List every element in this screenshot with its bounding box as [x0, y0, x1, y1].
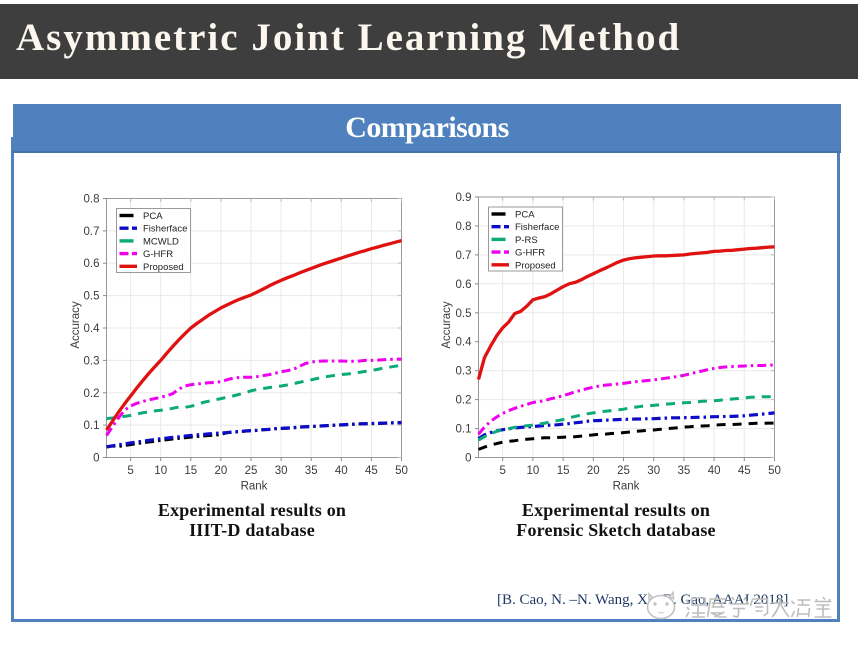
svg-text:PCA: PCA	[143, 211, 163, 222]
svg-text:0.1: 0.1	[456, 424, 472, 436]
svg-text:50: 50	[395, 465, 408, 477]
svg-text:G-HFR: G-HFR	[143, 249, 173, 260]
svg-text:15: 15	[184, 465, 197, 477]
svg-text:0.8: 0.8	[456, 221, 472, 233]
svg-text:0.6: 0.6	[456, 279, 472, 291]
svg-text:10: 10	[154, 465, 167, 477]
svg-text:50: 50	[768, 465, 781, 477]
svg-text:MCWLD: MCWLD	[143, 236, 179, 247]
svg-text:5: 5	[499, 465, 505, 477]
svg-text:40: 40	[335, 465, 348, 477]
svg-text:35: 35	[305, 465, 318, 477]
svg-text:0.9: 0.9	[456, 192, 472, 204]
svg-text:0.2: 0.2	[456, 395, 472, 407]
svg-text:PCA: PCA	[515, 210, 535, 221]
svg-text:0.8: 0.8	[84, 194, 100, 206]
svg-text:Proposed: Proposed	[515, 260, 556, 271]
svg-text:0.5: 0.5	[456, 308, 472, 320]
svg-text:Proposed: Proposed	[143, 262, 184, 273]
svg-text:0: 0	[465, 453, 471, 465]
svg-text:0.4: 0.4	[456, 337, 473, 349]
svg-text:G-HFR: G-HFR	[515, 248, 545, 259]
svg-text:45: 45	[738, 465, 751, 477]
svg-text:35: 35	[678, 465, 691, 477]
svg-text:40: 40	[708, 465, 721, 477]
svg-text:Rank: Rank	[613, 481, 640, 493]
svg-text:0: 0	[93, 453, 99, 465]
svg-text:Fisherface: Fisherface	[143, 224, 187, 235]
svg-text:30: 30	[275, 465, 288, 477]
svg-text:45: 45	[365, 465, 378, 477]
svg-text:Accuracy: Accuracy	[70, 301, 82, 349]
svg-text:30: 30	[647, 465, 660, 477]
svg-text:0.3: 0.3	[456, 366, 472, 378]
svg-text:0.3: 0.3	[84, 355, 100, 367]
svg-text:25: 25	[245, 465, 258, 477]
svg-text:25: 25	[617, 465, 630, 477]
svg-text:5: 5	[127, 465, 133, 477]
svg-text:0.4: 0.4	[84, 323, 101, 335]
svg-text:0.5: 0.5	[84, 291, 100, 303]
svg-text:20: 20	[215, 465, 228, 477]
svg-text:Accuracy: Accuracy	[441, 301, 453, 349]
svg-text:Rank: Rank	[241, 481, 268, 493]
svg-text:Fisherface: Fisherface	[515, 222, 559, 233]
svg-text:0.7: 0.7	[84, 226, 100, 238]
svg-text:10: 10	[527, 465, 540, 477]
svg-text:0.6: 0.6	[84, 258, 100, 270]
svg-text:P-RS: P-RS	[515, 235, 538, 246]
svg-text:0.7: 0.7	[456, 250, 472, 262]
svg-text:0.2: 0.2	[84, 388, 100, 400]
svg-text:20: 20	[587, 465, 600, 477]
svg-text:0.1: 0.1	[84, 420, 100, 432]
svg-text:15: 15	[557, 465, 570, 477]
